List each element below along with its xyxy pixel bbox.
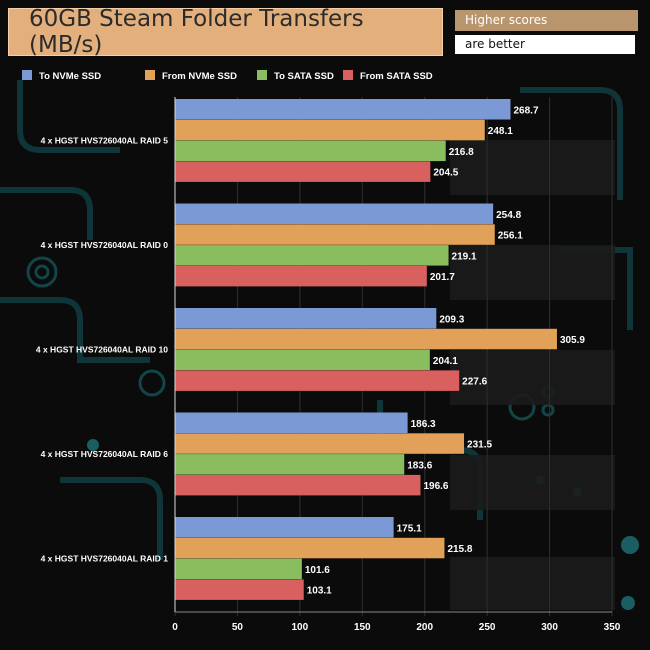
legend-swatch bbox=[22, 70, 32, 80]
legend-swatch bbox=[343, 70, 353, 80]
bar-value-label: 186.3 bbox=[411, 419, 436, 430]
legend-label: To SATA SSD bbox=[274, 71, 334, 82]
legend-label: To NVMe SSD bbox=[39, 71, 101, 82]
x-tick-label: 100 bbox=[292, 622, 309, 633]
bar-value-label: 254.8 bbox=[496, 210, 521, 221]
bar-value-label: 256.1 bbox=[498, 231, 523, 242]
bar-value-label: 268.7 bbox=[513, 105, 538, 116]
bar-value-label: 196.6 bbox=[423, 481, 448, 492]
category-label: 4 x HGST HVS726040AL RAID 10 bbox=[36, 345, 168, 355]
category-label: 4 x HGST HVS726040AL RAID 0 bbox=[41, 240, 169, 250]
legend-swatch bbox=[257, 70, 267, 80]
x-tick-label: 350 bbox=[604, 622, 621, 633]
x-tick-label: 250 bbox=[479, 622, 496, 633]
bar bbox=[175, 245, 449, 266]
x-tick-label: 150 bbox=[354, 622, 371, 633]
bar bbox=[175, 203, 494, 224]
bar bbox=[175, 349, 430, 371]
bar bbox=[175, 454, 405, 475]
bar bbox=[175, 224, 495, 245]
bar-value-label: 227.6 bbox=[462, 377, 487, 388]
bar-value-label: 248.1 bbox=[488, 126, 513, 137]
bar-value-label: 216.8 bbox=[449, 147, 474, 158]
bar-value-label: 219.1 bbox=[452, 251, 477, 262]
bar bbox=[175, 433, 465, 454]
category-labels: 4 x HGST HVS726040AL RAID 5 4 x HGST HVS7… bbox=[36, 136, 168, 564]
bar-value-label: 209.3 bbox=[439, 314, 464, 325]
category-label: 4 x HGST HVS726040AL RAID 5 bbox=[41, 136, 169, 146]
bar-value-label: 201.7 bbox=[430, 272, 455, 283]
bar-value-label: 183.6 bbox=[407, 460, 432, 471]
x-tick-label: 200 bbox=[416, 622, 433, 633]
bar-value-label: 204.1 bbox=[433, 356, 458, 367]
bar bbox=[175, 161, 431, 182]
bar bbox=[175, 370, 460, 391]
bar-value-label: 215.8 bbox=[447, 544, 472, 555]
category-label: 4 x HGST HVS726040AL RAID 1 bbox=[41, 554, 169, 564]
bar-value-label: 103.1 bbox=[307, 586, 332, 597]
chart-title: 60GB Steam Folder Transfers (MB/s) bbox=[8, 6, 443, 58]
legend-label: From SATA SSD bbox=[360, 71, 433, 82]
bar-value-label: 101.6 bbox=[305, 565, 330, 576]
bar bbox=[175, 579, 304, 600]
legend-label: From NVMe SSD bbox=[162, 71, 237, 82]
bar bbox=[175, 140, 446, 162]
bar bbox=[175, 474, 421, 496]
bar-value-label: 175.1 bbox=[397, 523, 422, 534]
x-tick-label: 50 bbox=[232, 622, 244, 633]
bar bbox=[175, 119, 485, 141]
bar bbox=[175, 537, 445, 559]
bar bbox=[175, 308, 437, 329]
bar bbox=[175, 265, 427, 287]
note-higher-scores: Higher scores bbox=[455, 10, 638, 31]
bar-value-label: 204.5 bbox=[433, 168, 458, 179]
bar bbox=[175, 517, 394, 538]
bar-value-label: 231.5 bbox=[467, 440, 492, 451]
x-axis: 0 50 100 150 200 250 300 350 bbox=[172, 97, 621, 633]
x-tick-label: 300 bbox=[541, 622, 558, 633]
legend: To NVMe SSD From NVMe SSD To SATA SSD From … bbox=[22, 70, 433, 82]
note-are-better: are better bbox=[455, 35, 635, 54]
x-tick-label: 0 bbox=[172, 622, 178, 633]
bar bbox=[175, 412, 408, 433]
bar bbox=[175, 558, 302, 580]
bar-value-label: 305.9 bbox=[560, 335, 585, 346]
category-label: 4 x HGST HVS726040AL RAID 6 bbox=[41, 449, 169, 459]
bar bbox=[175, 328, 557, 350]
legend-swatch bbox=[145, 70, 155, 80]
background-circuit-decor bbox=[0, 80, 639, 610]
bar bbox=[175, 99, 511, 120]
